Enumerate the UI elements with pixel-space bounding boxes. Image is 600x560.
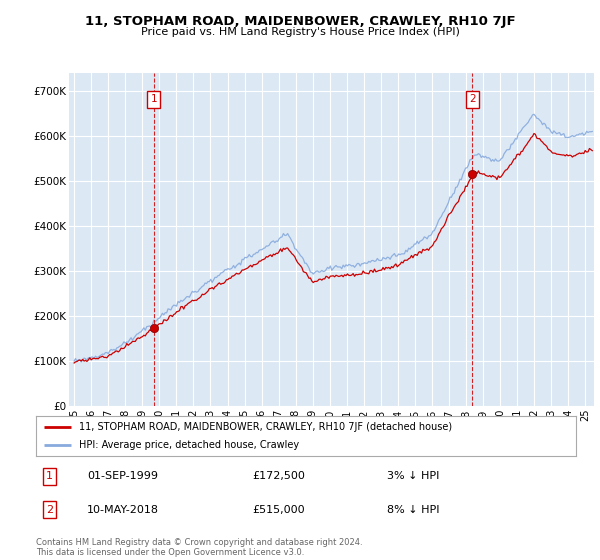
Text: 3% ↓ HPI: 3% ↓ HPI: [387, 471, 439, 481]
Text: 11, STOPHAM ROAD, MAIDENBOWER, CRAWLEY, RH10 7JF (detached house): 11, STOPHAM ROAD, MAIDENBOWER, CRAWLEY, …: [79, 422, 452, 432]
Text: £515,000: £515,000: [252, 505, 305, 515]
Text: £172,500: £172,500: [252, 471, 305, 481]
Text: Price paid vs. HM Land Registry's House Price Index (HPI): Price paid vs. HM Land Registry's House …: [140, 27, 460, 37]
Text: 8% ↓ HPI: 8% ↓ HPI: [387, 505, 439, 515]
Text: 2: 2: [46, 505, 53, 515]
Text: 1: 1: [151, 95, 157, 105]
Text: 11, STOPHAM ROAD, MAIDENBOWER, CRAWLEY, RH10 7JF: 11, STOPHAM ROAD, MAIDENBOWER, CRAWLEY, …: [85, 15, 515, 27]
Text: Contains HM Land Registry data © Crown copyright and database right 2024.
This d: Contains HM Land Registry data © Crown c…: [36, 538, 362, 557]
Text: 01-SEP-1999: 01-SEP-1999: [88, 471, 158, 481]
Text: 1: 1: [46, 471, 53, 481]
Text: 2: 2: [469, 95, 476, 105]
Text: HPI: Average price, detached house, Crawley: HPI: Average price, detached house, Craw…: [79, 440, 299, 450]
Text: 10-MAY-2018: 10-MAY-2018: [88, 505, 160, 515]
